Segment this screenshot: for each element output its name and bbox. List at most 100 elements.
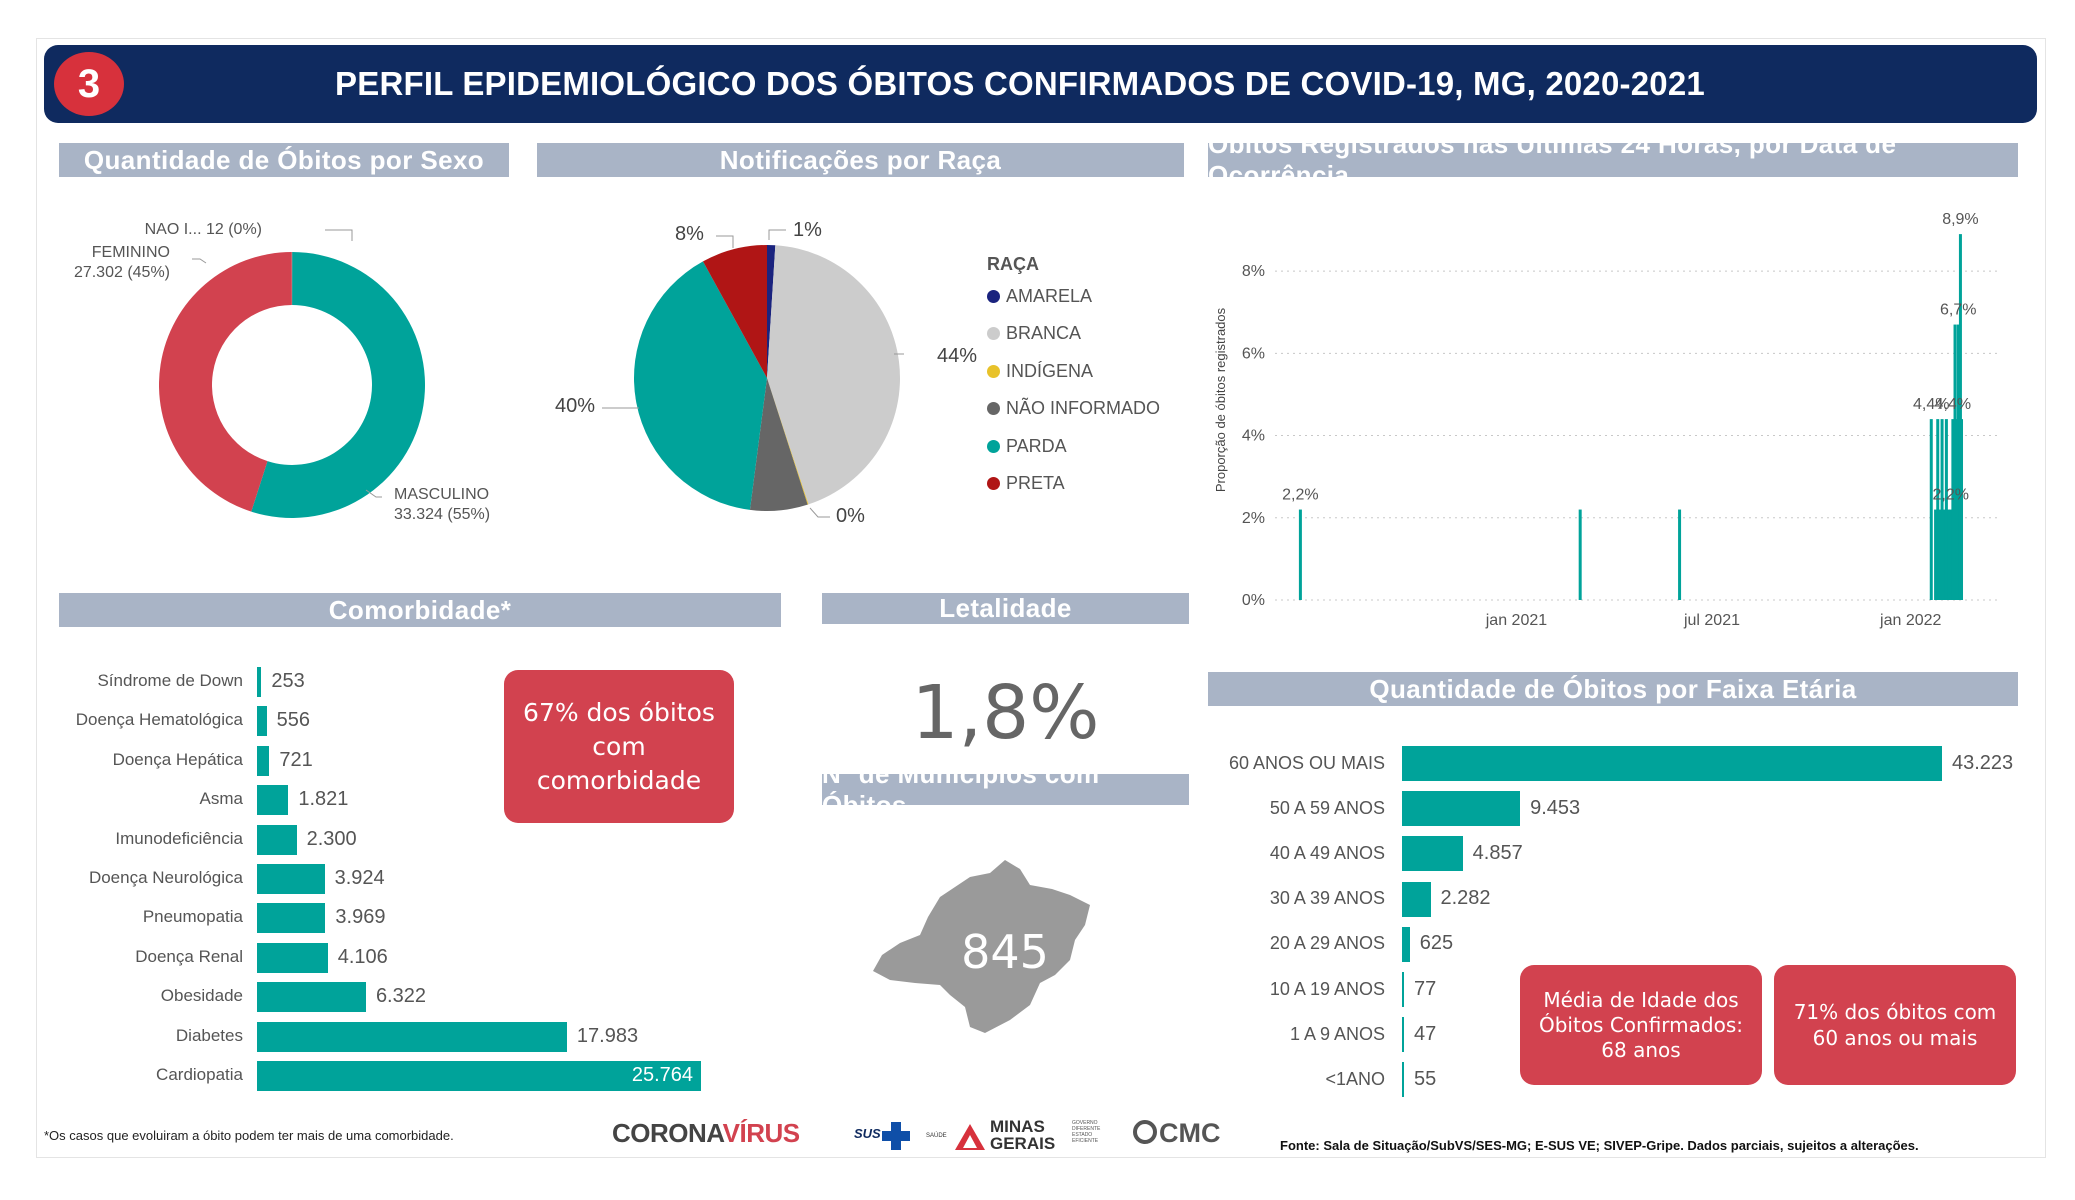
- legend-item-amarela: AMARELA: [987, 286, 1092, 307]
- bar: [1402, 1062, 1404, 1098]
- bar-category-label: Pneumopatia: [142, 907, 243, 927]
- bar-value-label: 625: [1419, 932, 1454, 955]
- media-idade-callout: Média de Idade dos Óbitos Confirmados: 6…: [1520, 965, 1762, 1085]
- bar: [257, 706, 267, 737]
- corona-virus-logo: CORONAVÍRUS: [612, 1118, 800, 1148]
- pie-slice-0: [767, 245, 776, 378]
- legend-dot: [987, 327, 1000, 340]
- page-frame: [36, 38, 2046, 1158]
- bar-value-label: 17.983: [576, 1024, 639, 1047]
- bar: [1402, 972, 1404, 1007]
- sexo-label-feminino: FEMININO 27.302 (45%): [73, 244, 170, 281]
- legend-dot: [987, 440, 1000, 453]
- bar-category-label: Imunodeficiência: [115, 828, 243, 848]
- bar-category-label: Doença Hepática: [112, 749, 243, 769]
- section-title-sexo: Quantidade de Óbitos por Sexo: [59, 143, 509, 177]
- y-tick-label: 8%: [1242, 263, 1265, 280]
- x-tick-label: jul 2021: [1683, 612, 1740, 629]
- bar-value-label: 3.969: [335, 906, 386, 929]
- bar: [257, 864, 325, 894]
- bar-value-label: 721: [279, 748, 313, 771]
- section-title-municipios: Nº de Municípios com Óbitos: [822, 759, 1189, 820]
- sexo-label-masculino: MASCULINO 33.324 (55%): [394, 486, 491, 523]
- bar-category-label: 30 A 39 ANOS: [1269, 888, 1385, 909]
- governo-tagline: GOVERNO DIFERENTE ESTADO EFICIENTE: [1072, 1120, 1101, 1144]
- cmc-logo: CMC: [1133, 1118, 1221, 1149]
- minas-triangle-icon: [955, 1124, 985, 1150]
- legend-item-nao-informado: NÃO INFORMADO: [987, 398, 1160, 419]
- bar-category-label: Doença Renal: [135, 946, 243, 966]
- ts-data-label: 8,9%: [1942, 211, 1978, 228]
- y-tick-label: 4%: [1242, 428, 1265, 445]
- ts-bar: [1958, 234, 1962, 600]
- ts-data-label: 2,2%: [1282, 487, 1318, 504]
- bar-value-label: 55: [1414, 1067, 1437, 1090]
- bar: [257, 1021, 567, 1052]
- sexo-label-nao-informado: NAO I... 12 (0%): [144, 221, 262, 238]
- section-title-faixa: Quantidade de Óbitos por Faixa Etária: [1208, 672, 2018, 706]
- bar-category-label: Cardiopatia: [156, 1065, 243, 1084]
- bar-value-label: 2.300: [306, 827, 357, 850]
- bar-category-label: 50 A 59 ANOS: [1269, 797, 1385, 818]
- bar: [1402, 881, 1431, 917]
- bar-category-label: Diabetes: [175, 1025, 243, 1045]
- bar: [257, 1061, 701, 1091]
- donut-slice-2: [291, 252, 293, 306]
- bar-category-label: Doença Hematológica: [75, 710, 243, 730]
- ts-bar: [1578, 509, 1582, 600]
- bar-category-label: Síndrome de Down: [97, 671, 243, 690]
- data-source: Fonte: Sala de Situação/SubVS/SES-MG; E-…: [1280, 1138, 1919, 1153]
- bar-value-label: 2.282: [1440, 887, 1491, 910]
- bar-value-label: 77: [1414, 977, 1437, 1000]
- raca-label-parda: 40%: [555, 395, 596, 417]
- bar-category-label: Doença Neurológica: [88, 868, 243, 887]
- bar-value-label: 556: [276, 709, 310, 732]
- bar-value-label: 4.106: [337, 945, 388, 968]
- bar-value-label: 1.821: [298, 788, 349, 811]
- bar-category-label: Asma: [199, 789, 243, 809]
- raca-label-preta: 8%: [675, 223, 704, 245]
- bar-category-label: 1 A 9 ANOS: [1289, 1023, 1385, 1044]
- raca-label-amarela: 1%: [793, 219, 822, 241]
- bar-value-label: 43.223: [1952, 751, 2014, 774]
- ts-bar: [1942, 509, 1946, 600]
- sus-cross-icon: [882, 1122, 910, 1150]
- bar-category-label: <1ANO: [1325, 1068, 1385, 1089]
- y-tick-label: 6%: [1242, 345, 1265, 362]
- legend-dot: [987, 477, 1000, 490]
- ts-bar: [1678, 509, 1682, 600]
- ts-bar: [1934, 509, 1938, 600]
- section-title-letalidade: Letalidade: [822, 593, 1189, 624]
- bar: [1402, 926, 1410, 962]
- x-tick-label: jan 2021: [1485, 612, 1547, 629]
- bar: [257, 745, 270, 776]
- legend-dot: [987, 290, 1000, 303]
- sessenta-mais-callout: 71% dos óbitos com 60 anos ou mais: [1774, 965, 2016, 1085]
- ts-bar: [1298, 509, 1302, 600]
- bar-category-label: 20 A 29 ANOS: [1269, 933, 1385, 954]
- ts-bar: [1936, 419, 1940, 600]
- municipios-value: 845: [961, 925, 1049, 979]
- raca-label-indigena: 0%: [836, 505, 865, 527]
- saude-label: SAÚDE: [926, 1133, 947, 1139]
- legend-item-preta: PRETA: [987, 473, 1065, 494]
- bar-value-label: 4.857: [1472, 841, 1523, 864]
- letalidade-value: 1,8%: [911, 670, 1100, 756]
- ts-bar: [1960, 419, 1964, 600]
- ts-data-label: 4,4%: [1935, 396, 1971, 413]
- header-bar: [44, 45, 2037, 123]
- legend-item-parda: PARDA: [987, 436, 1067, 457]
- bar-category-label: 60 ANOS OU MAIS: [1228, 752, 1385, 773]
- ts-data-label: 2,2%: [1932, 487, 1968, 504]
- legend-item-branca: BRANCA: [987, 323, 1081, 344]
- pie-slice-5: [702, 245, 767, 378]
- bar-category-label: 10 A 19 ANOS: [1269, 978, 1385, 999]
- bar: [1402, 836, 1463, 872]
- pie-slice-1: [767, 245, 900, 505]
- pie-slice-3: [749, 378, 808, 511]
- bar-value-label: 47: [1414, 1022, 1437, 1045]
- bar: [1402, 791, 1521, 827]
- footnote: *Os casos que evoluiram a óbito podem te…: [44, 1128, 454, 1143]
- bar: [257, 785, 289, 816]
- minas-gerais-logo: MINAS GERAIS: [990, 1117, 1056, 1153]
